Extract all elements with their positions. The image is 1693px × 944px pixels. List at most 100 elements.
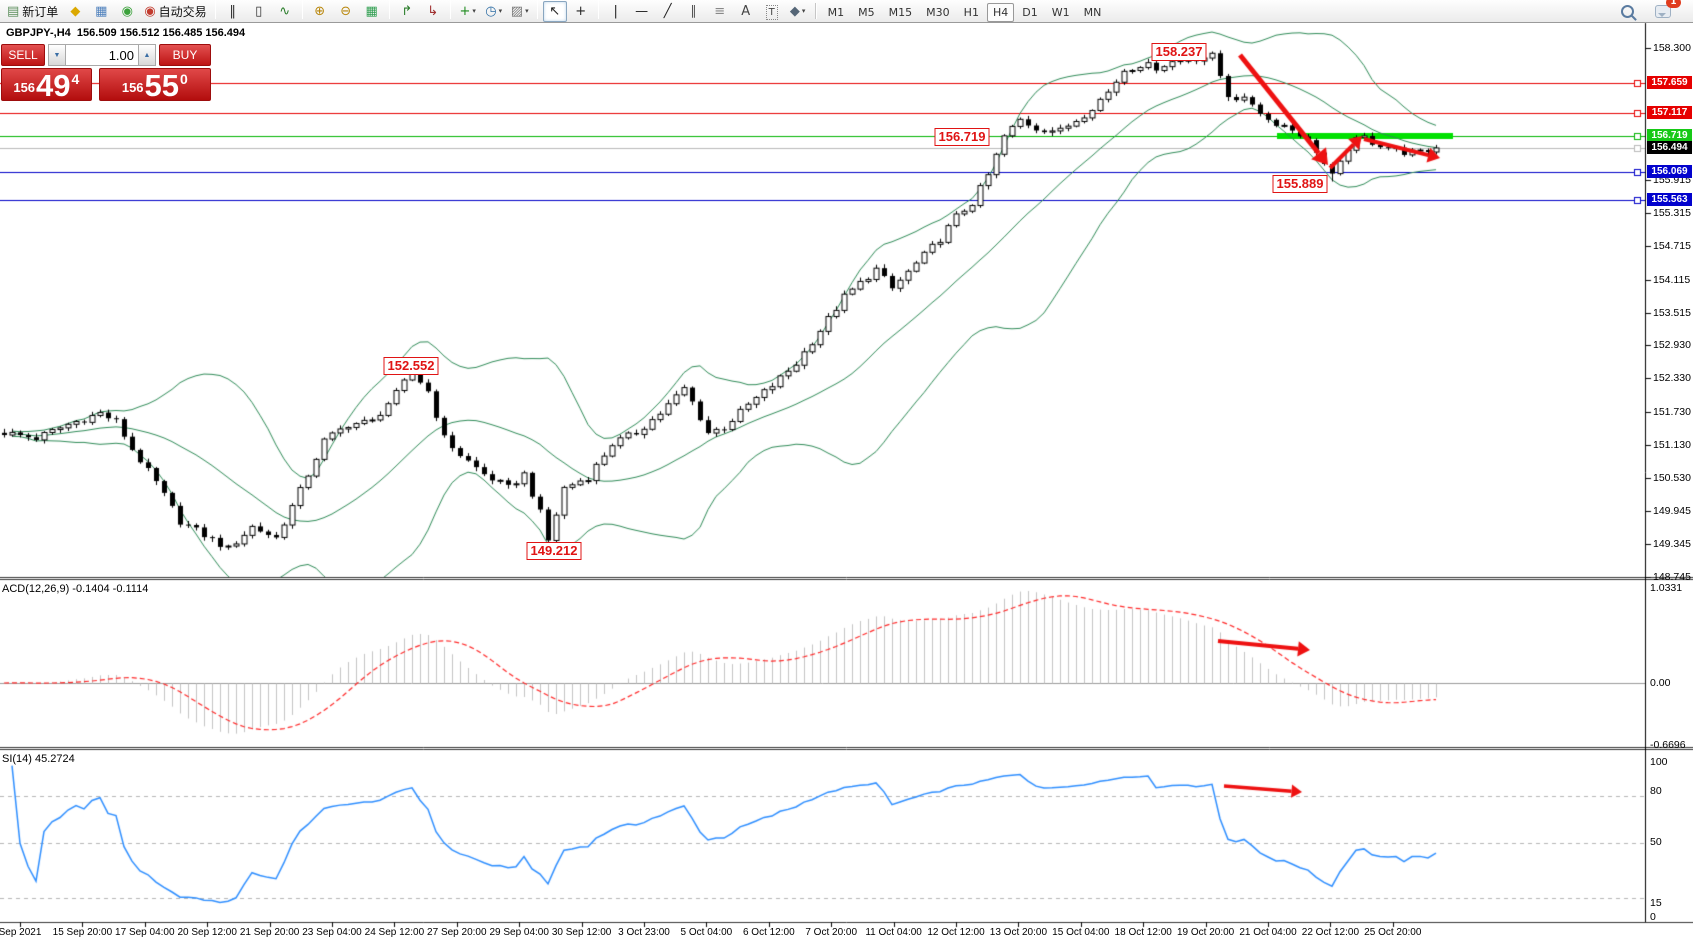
price-axis-tick: 152.330	[1653, 372, 1691, 385]
trendline-button[interactable]: ╱	[656, 1, 680, 22]
timeframe-buttons: M1 M5 M15 M30 H1 H4 D1 W1 MN	[821, 1, 1109, 22]
price-tag: 155.563	[1647, 193, 1692, 206]
notifications-button[interactable]: 1	[1651, 0, 1681, 22]
channel-button[interactable]: ∥	[682, 1, 706, 22]
candlestick-button[interactable]: ▯	[247, 1, 271, 22]
macd-axis-tick: -0.6696	[1650, 739, 1686, 751]
tile-windows-button[interactable]: ▦	[360, 1, 384, 22]
text-label-button[interactable]: T	[760, 2, 784, 23]
time-axis-label: 13 Oct 20:00	[989, 927, 1048, 938]
price-callout[interactable]: 158.237	[1151, 43, 1207, 61]
period-icon: ◷	[485, 3, 497, 19]
add-object-button[interactable]: + ▾	[456, 1, 480, 22]
vertical-line-icon: |	[613, 3, 618, 19]
shapes-button[interactable]: ◆ ▾	[786, 1, 810, 22]
crosshair-button[interactable]: +	[569, 1, 593, 22]
bar-chart-icon: ‖	[229, 3, 236, 19]
indicator-window-button[interactable]: ↳	[421, 1, 445, 22]
text-icon: A	[741, 3, 751, 19]
toolbar-separator	[214, 0, 216, 19]
new-order-icon: ▤	[7, 3, 20, 19]
timeframe-m1[interactable]: M1	[827, 5, 845, 19]
time-axis-label: 25 Oct 20:00	[1364, 927, 1422, 938]
timeframe-h4[interactable]: H4	[986, 2, 1015, 22]
price-axis-tick: 149.945	[1653, 504, 1691, 517]
time-axis-label: 15 Oct 04:00	[1052, 927, 1110, 938]
time-axis-label: 12 Oct 12:00	[927, 927, 985, 938]
price-callout[interactable]: 152.552	[383, 357, 439, 375]
time-axis-label: 18 Oct 12:00	[1114, 927, 1172, 938]
chart-title: GBPJPY-,H4 156.509 156.512 156.485 156.4…	[6, 27, 246, 39]
sell-button[interactable]: SELL	[1, 44, 45, 66]
buy-price-button[interactable]: 156 55 0	[98, 68, 211, 101]
volume-input[interactable]	[66, 44, 138, 66]
timeframe-h1[interactable]: H1	[963, 5, 979, 19]
sell-price-button[interactable]: 156 49 4	[1, 68, 92, 101]
time-axis-label: 23 Sep 04:00	[302, 927, 362, 938]
tile-windows-icon: ▦	[365, 3, 378, 19]
buy-price-prefix: 156	[121, 80, 144, 95]
indicators-button[interactable]: ↱	[395, 1, 419, 22]
toolbar-separator	[301, 0, 303, 19]
horizontal-line-button[interactable]: —	[630, 1, 654, 22]
timeframe-mn[interactable]: MN	[1083, 5, 1102, 19]
volume-up-button[interactable]: ▲	[138, 44, 156, 66]
autotrading-icon: ◉	[144, 3, 156, 19]
buy-button[interactable]: BUY	[159, 44, 211, 66]
sell-price-sup: 4	[71, 71, 80, 87]
zoom-in-button[interactable]: ⊕	[308, 1, 332, 22]
time-axis-label: 11 Oct 04:00	[865, 927, 922, 938]
timeframe-w1[interactable]: W1	[1051, 5, 1070, 19]
fibonacci-button[interactable]: ≡	[708, 1, 732, 22]
time-axis-label: 15 Sep 20:00	[52, 927, 113, 938]
price-axis-tick: 154.715	[1653, 240, 1691, 253]
chart-window-button[interactable]: ▦	[89, 1, 113, 22]
new-order-button-label: 新订单	[22, 4, 59, 19]
search-icon	[1620, 4, 1634, 18]
one-click-trade-panel: SELL ▼ ▲ BUY 156 49 4 156 55 0	[1, 44, 211, 101]
price-callout[interactable]: 155.889	[1272, 175, 1328, 193]
search-button[interactable]	[1615, 1, 1639, 22]
new-order-button[interactable]: ▤ 新订单	[4, 1, 61, 22]
text-label-icon: T	[765, 4, 778, 20]
price-tag: 156.069	[1647, 165, 1692, 178]
price-callout[interactable]: 149.212	[526, 542, 582, 560]
timeframe-d1[interactable]: D1	[1022, 5, 1038, 19]
rsi-axis-tick: 80	[1650, 785, 1662, 797]
autotrading-button[interactable]: ◉ 自动交易	[141, 1, 209, 22]
macd-axis-tick: 0.00	[1650, 677, 1671, 689]
price-axis-tick: 149.345	[1653, 537, 1691, 550]
chart-window-icon: ▦	[95, 3, 108, 19]
price-tag: 157.117	[1647, 106, 1692, 119]
timeframe-m15[interactable]: M15	[888, 5, 913, 19]
autotrading-button-label: 自动交易	[158, 4, 207, 19]
time-axis-label: 17 Sep 04:00	[115, 927, 175, 938]
timeframe-m30[interactable]: M30	[926, 5, 950, 19]
cursor-button[interactable]: ↖	[542, 0, 567, 22]
time-axis-label: 7 Oct 20:00	[805, 927, 858, 938]
template-button[interactable]: ▨ ▾	[508, 1, 532, 22]
price-axis-tick: 154.115	[1653, 273, 1691, 286]
deposit-button[interactable]: ◆	[63, 1, 87, 22]
rsi-axis-tick: 15	[1650, 897, 1662, 909]
bar-chart-button[interactable]: ‖	[221, 1, 245, 22]
text-button[interactable]: A	[734, 1, 758, 22]
zoom-out-button[interactable]: ⊖	[334, 1, 358, 22]
macd-indicator-label: ACD(12,26,9) -0.1404 -0.1114	[2, 583, 149, 595]
vertical-line-button[interactable]: |	[604, 1, 628, 22]
indicator-window-icon: ↳	[427, 3, 439, 19]
time-axis-label: 5 Oct 04:00	[680, 927, 733, 938]
rsi-axis-tick: 100	[1650, 756, 1668, 768]
signals-button[interactable]: ◉	[115, 1, 139, 22]
timeframe-m5[interactable]: M5	[858, 5, 875, 19]
line-chart-button[interactable]: ∿	[273, 1, 297, 22]
zoom-out-icon: ⊖	[340, 3, 352, 19]
price-axis-tick: 150.530	[1653, 472, 1691, 485]
deposit-icon: ◆	[70, 3, 81, 19]
volume-down-button[interactable]: ▼	[48, 44, 66, 66]
price-callout[interactable]: 156.719	[934, 128, 990, 146]
time-axis-label: 21 Sep 20:00	[239, 927, 300, 938]
time-axis-label: 6 Oct 12:00	[742, 927, 795, 938]
period-button[interactable]: ◷ ▾	[482, 1, 506, 22]
